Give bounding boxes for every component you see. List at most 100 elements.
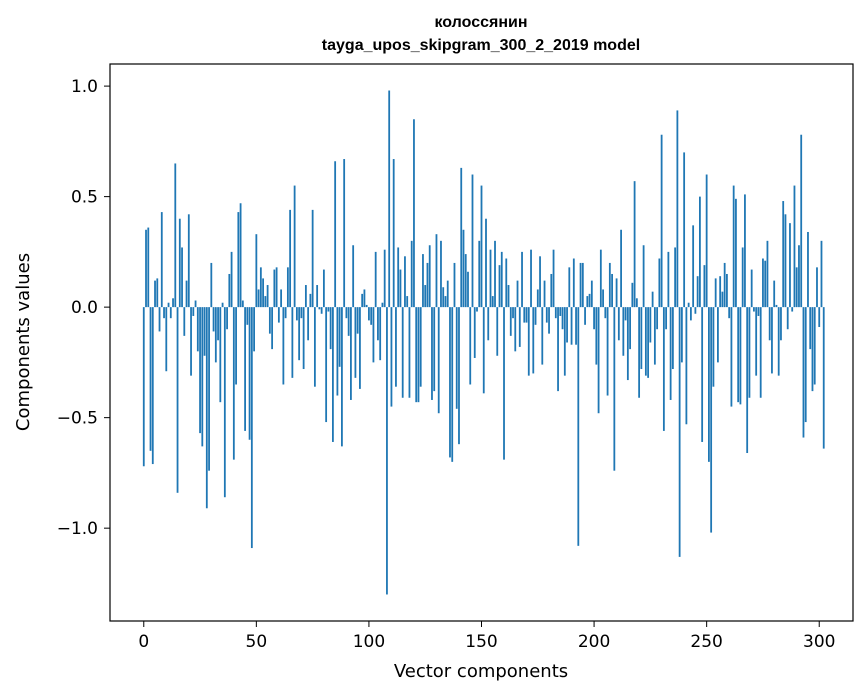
bar: [446, 280, 449, 308]
bar: [302, 307, 305, 370]
bar: [167, 302, 170, 308]
bar: [669, 307, 672, 400]
bar: [469, 307, 472, 385]
bar: [336, 307, 339, 396]
bar: [748, 307, 751, 398]
bar: [525, 307, 528, 323]
bar: [473, 307, 476, 358]
y-axis: −1.0 −0.5 0.0 0.5 1.0: [57, 77, 110, 539]
bar: [286, 267, 289, 308]
bar: [154, 280, 156, 308]
bar: [476, 307, 478, 312]
bar: [169, 307, 172, 319]
bar: [820, 240, 823, 308]
bar: [149, 307, 152, 451]
bar: [471, 174, 474, 308]
bar: [671, 307, 674, 370]
bar: [419, 307, 422, 387]
bar: [210, 262, 213, 308]
bar: [505, 258, 508, 308]
bar: [689, 307, 692, 321]
bar: [370, 307, 373, 325]
x-tick-label: 100: [353, 632, 385, 652]
bar: [462, 229, 465, 308]
bar: [401, 307, 404, 398]
bar: [545, 307, 548, 323]
bar: [685, 307, 688, 425]
bar: [199, 307, 201, 434]
bar: [268, 307, 271, 334]
bar: [554, 307, 557, 319]
bar: [548, 307, 550, 334]
bar: [399, 269, 402, 308]
bar: [593, 307, 595, 330]
bar: [379, 307, 382, 361]
bar: [147, 227, 150, 308]
bar: [372, 307, 375, 363]
bar: [480, 185, 483, 308]
bar: [527, 307, 530, 376]
bar: [406, 296, 409, 308]
bar: [626, 307, 629, 381]
bar: [683, 152, 686, 308]
bar: [435, 234, 438, 308]
bar: [178, 218, 181, 308]
bar: [325, 307, 328, 423]
bar: [633, 181, 636, 308]
bar: [365, 304, 368, 308]
bar: [404, 256, 406, 308]
bar: [345, 307, 348, 319]
bar: [744, 194, 746, 308]
x-tick-label: 200: [578, 632, 610, 652]
bar: [338, 307, 341, 367]
bar: [791, 307, 794, 312]
bar: [584, 307, 586, 325]
bar: [354, 307, 357, 378]
bar: [640, 307, 643, 370]
bar: [223, 307, 226, 498]
bar: [712, 307, 715, 387]
bar: [374, 251, 377, 308]
bar: [282, 307, 285, 385]
bar: [530, 249, 532, 308]
bar: [818, 307, 821, 328]
x-tick-label: 0: [138, 632, 149, 652]
bar: [250, 307, 253, 549]
bar: [703, 265, 706, 308]
bar: [606, 307, 609, 396]
bar: [586, 296, 589, 308]
bar: [559, 307, 562, 316]
chart-title: колоссянин: [435, 14, 528, 31]
bar: [413, 119, 415, 308]
bar: [442, 287, 445, 308]
bar: [699, 196, 701, 308]
bar: [782, 201, 785, 308]
y-axis-label: Components values: [13, 253, 34, 431]
bar: [793, 185, 796, 308]
bar: [667, 251, 670, 308]
bar: [653, 307, 656, 365]
x-tick-label: 150: [465, 632, 497, 652]
bar: [798, 245, 800, 308]
bar: [228, 273, 231, 308]
bar: [232, 307, 235, 460]
bar: [773, 280, 776, 308]
bar: [449, 307, 451, 458]
bar: [219, 307, 222, 403]
bar: [804, 307, 807, 423]
bar: [361, 293, 364, 308]
bar: [784, 214, 787, 308]
bar: [563, 307, 566, 376]
bar: [183, 307, 186, 336]
bar: [777, 307, 780, 376]
bar: [753, 307, 755, 312]
bar: [187, 214, 190, 308]
bar: [795, 267, 798, 308]
bar: [620, 229, 622, 308]
bar: [714, 278, 717, 308]
bar: [311, 209, 314, 308]
bar: [678, 307, 681, 557]
bar: [764, 260, 767, 308]
bar: [676, 110, 679, 308]
